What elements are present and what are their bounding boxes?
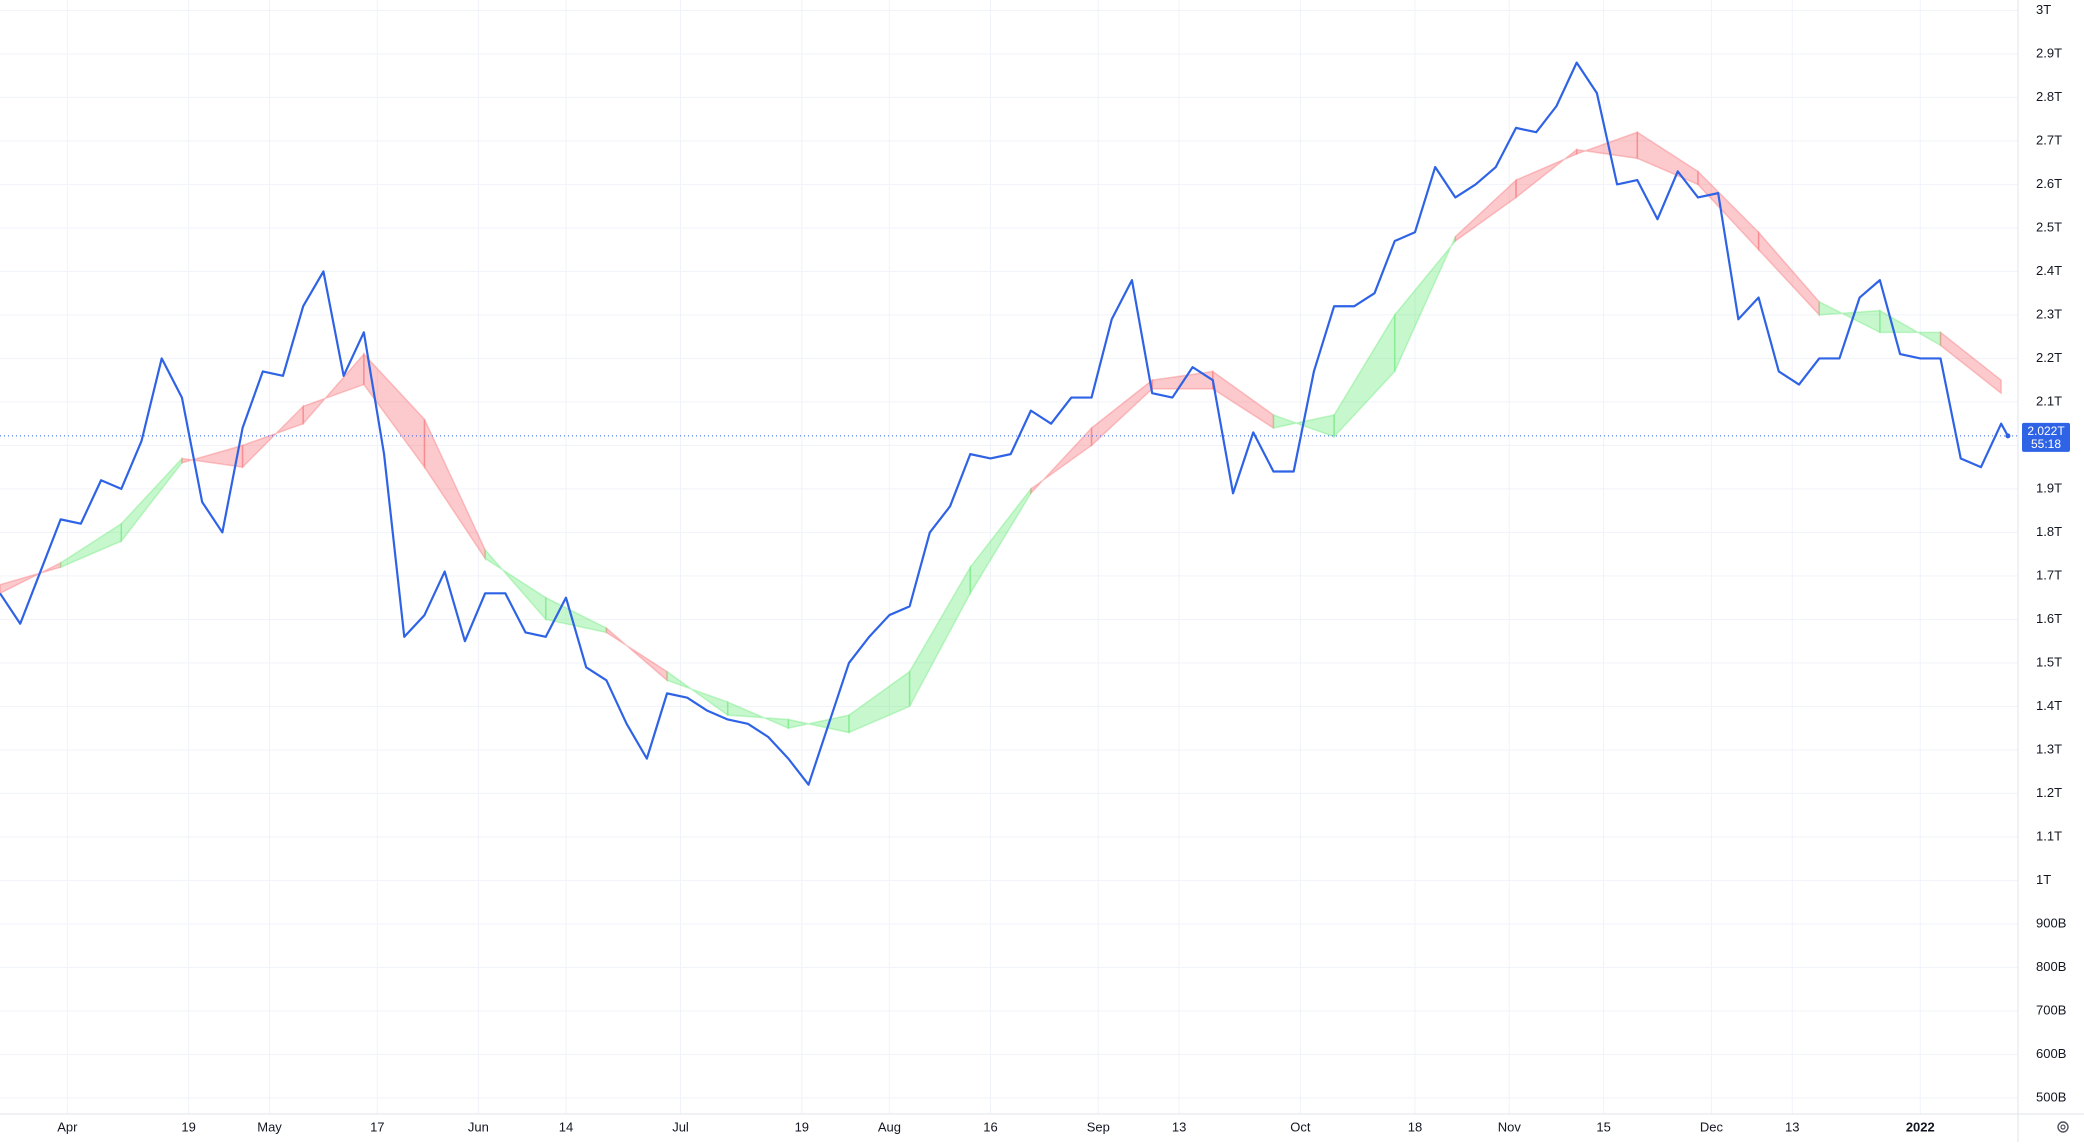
x-tick-label: Oct <box>1290 1119 1311 1134</box>
ma-band <box>1272 413 1335 438</box>
price-line <box>0 61 2009 786</box>
y-tick-label: 2.6T <box>2036 176 2062 191</box>
x-tick-label: 19 <box>795 1119 809 1134</box>
ma-band <box>787 714 850 734</box>
y-tick-label: 2.4T <box>2036 263 2062 278</box>
ma-band <box>1212 370 1275 430</box>
y-tick-label: 600B <box>2036 1046 2066 1061</box>
y-tick-label: 2.1T <box>2036 393 2062 408</box>
y-tick-label: 1.6T <box>2036 611 2062 626</box>
y-tick-label: 700B <box>2036 1002 2066 1017</box>
y-tick-label: 2.2T <box>2036 350 2062 365</box>
ma-band <box>120 456 183 544</box>
y-tick-label: 500B <box>2036 1089 2066 1104</box>
ma-band <box>848 670 911 734</box>
ma-band <box>1333 312 1396 439</box>
ma-band <box>726 700 790 730</box>
ma-band <box>1393 236 1457 372</box>
axes: 3T2.9T2.8T2.7T2.6T2.5T2.4T2.3T2.2T2.1T2T… <box>57 2 2070 1134</box>
x-tick-label: Apr <box>57 1119 78 1134</box>
x-tick-label: 14 <box>559 1119 573 1134</box>
x-tick-label: 16 <box>983 1119 997 1134</box>
ma-band <box>181 444 244 469</box>
ma-band <box>969 486 1032 597</box>
y-tick-label: 2.5T <box>2036 219 2062 234</box>
y-tick-label: 2.9T <box>2036 45 2062 60</box>
y-tick-label: 2.3T <box>2036 306 2062 321</box>
ma-band <box>484 547 547 622</box>
last-point <box>2005 433 2011 439</box>
countdown-label: 55:18 <box>2031 437 2061 451</box>
y-tick-label: 1.7T <box>2036 567 2062 582</box>
ma-band <box>908 564 972 707</box>
y-tick-label: 1.1T <box>2036 828 2062 843</box>
gear-hub <box>2060 1124 2066 1130</box>
x-tick-label: 17 <box>370 1119 384 1134</box>
y-tick-label: 3T <box>2036 2 2051 17</box>
ma-band <box>666 670 729 717</box>
ma-band <box>59 522 123 569</box>
y-tick-label: 1.3T <box>2036 741 2062 756</box>
ma-band <box>1818 300 1881 334</box>
plot <box>0 61 2018 786</box>
y-tick-label: 800B <box>2036 959 2066 974</box>
x-tick-label: Dec <box>1700 1119 1724 1134</box>
x-tick-label: Sep <box>1087 1119 1110 1134</box>
y-tick-label: 1.2T <box>2036 785 2062 800</box>
x-tick-label: Nov <box>1498 1119 1522 1134</box>
x-tick-label: May <box>257 1119 282 1134</box>
y-tick-label: 1.8T <box>2036 524 2062 539</box>
ma-band <box>1575 131 1639 160</box>
y-tick-label: 1.4T <box>2036 698 2062 713</box>
x-tick-label: Jul <box>672 1119 689 1134</box>
ma-band <box>1879 309 1942 347</box>
ma-band <box>1030 426 1093 496</box>
ma-band <box>1151 370 1214 390</box>
ma-band <box>1939 330 2002 395</box>
ma-band <box>1697 169 1760 252</box>
x-tick-label: 2022 <box>1906 1119 1935 1134</box>
ma-band <box>1090 378 1153 448</box>
x-tick-label: 18 <box>1408 1119 1422 1134</box>
ma-band <box>423 419 486 562</box>
grid <box>0 0 2018 1114</box>
ma-band <box>1757 230 1820 317</box>
x-tick-label: 13 <box>1172 1119 1186 1134</box>
y-tick-label: 1.5T <box>2036 654 2062 669</box>
x-tick-label: Jun <box>468 1119 489 1134</box>
y-tick-label: 2.7T <box>2036 132 2062 147</box>
y-tick-label: 1T <box>2036 872 2051 887</box>
x-tick-label: 15 <box>1596 1119 1610 1134</box>
ma-band <box>241 404 304 469</box>
last-price-box <box>2022 422 2070 452</box>
y-tick-label: 1.9T <box>2036 480 2062 495</box>
ma-band <box>363 352 426 470</box>
y-tick-label: 2.8T <box>2036 89 2062 104</box>
ma-band <box>302 352 365 426</box>
gear-ring <box>2057 1121 2069 1133</box>
settings-icon[interactable] <box>2057 1121 2069 1133</box>
x-tick-label: 19 <box>181 1119 195 1134</box>
ma-band <box>1636 130 1699 186</box>
x-tick-label: Aug <box>878 1119 901 1134</box>
ma-band <box>605 626 668 682</box>
x-tick-label: 13 <box>1785 1119 1799 1134</box>
ma-band <box>1454 178 1517 243</box>
ma-band <box>1515 148 1578 200</box>
y-tick-label: 900B <box>2036 915 2066 930</box>
last-price-label: 2.022T <box>2027 424 2065 438</box>
